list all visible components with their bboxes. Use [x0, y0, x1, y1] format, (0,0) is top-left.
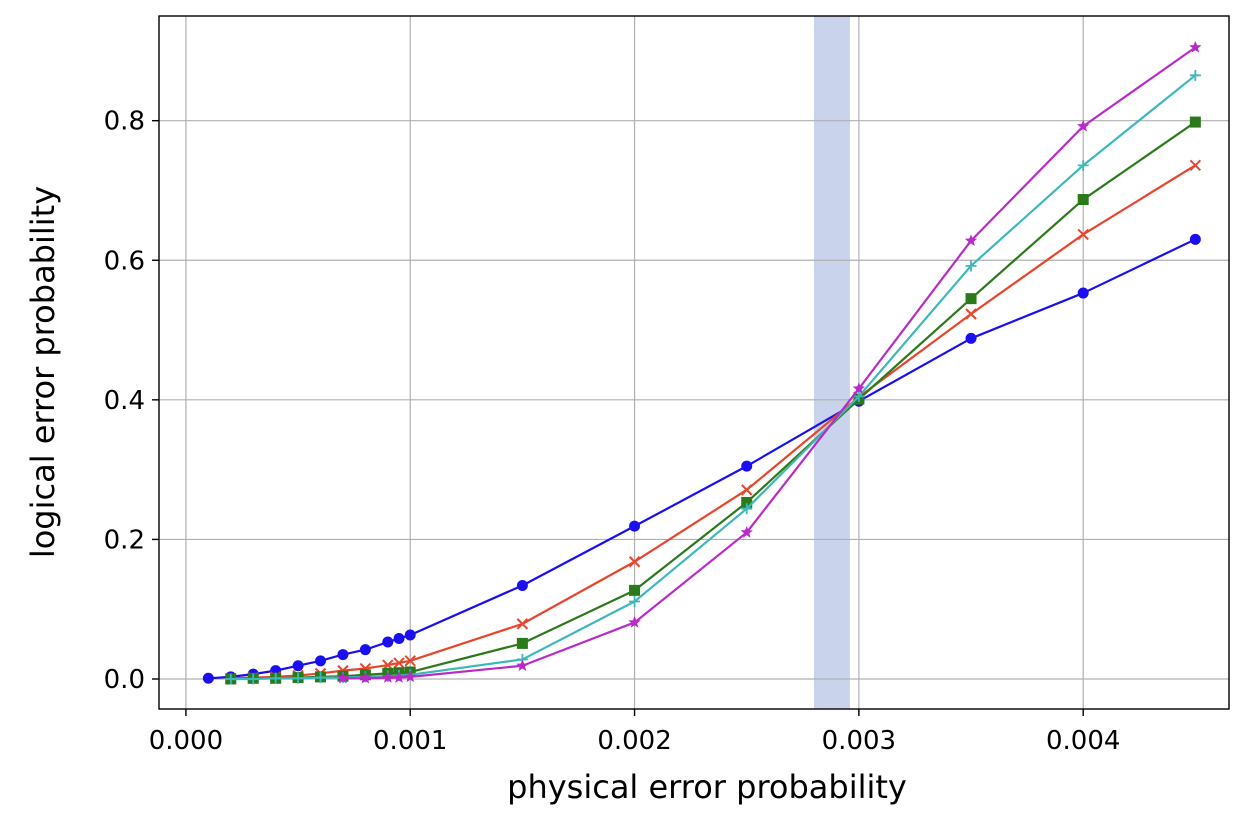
threshold-band-layer [814, 16, 850, 709]
data-point-plus [1189, 69, 1201, 81]
y-axis-ticks: 0.0 0.2 0.4 0.6 0.8 [104, 107, 159, 695]
x-tick-label: 0.003 [822, 726, 896, 756]
x-axis-label: physical error probability [507, 768, 907, 806]
data-point-circle [1189, 233, 1201, 245]
data-point-x [393, 657, 405, 669]
data-point-x [965, 308, 977, 320]
x-tick-label: 0.004 [1046, 726, 1120, 756]
series-3 [225, 116, 1201, 685]
series-2 [225, 159, 1202, 685]
y-tick-label: 0.6 [104, 246, 145, 276]
data-point-plus [741, 503, 753, 515]
data-point-square [741, 496, 753, 508]
data-point-square [629, 584, 641, 596]
data-point-circle [382, 636, 394, 648]
data-point-circle [516, 579, 528, 591]
data-point-plus [270, 672, 282, 684]
y-tick-label: 0.4 [104, 386, 145, 416]
data-point-x [741, 484, 753, 496]
data-point-star [852, 382, 866, 394]
x-tick-label: 0.001 [373, 726, 447, 756]
grid [159, 16, 1229, 709]
threshold-band [814, 16, 850, 709]
plot-frame [158, 15, 1230, 710]
data-point-star [359, 671, 372, 684]
data-point-square [965, 293, 977, 305]
series-1 [202, 233, 1201, 684]
series-4 [225, 69, 1201, 685]
data-point-star [336, 671, 350, 684]
series-5 [336, 40, 1202, 684]
data-point-square [1077, 194, 1089, 206]
data-point-star [404, 670, 417, 683]
y-axis-label: logical error probability [24, 186, 62, 558]
data-point-x [1189, 159, 1202, 172]
series-line [208, 238, 1196, 680]
data-point-square [1189, 116, 1201, 128]
series-layer [202, 40, 1202, 685]
data-point-circle [202, 672, 214, 684]
data-point-square [516, 637, 528, 649]
data-point-circle [629, 520, 641, 532]
data-point-x [1077, 228, 1089, 241]
data-point-star [392, 671, 406, 683]
y-tick-label: 0.2 [104, 525, 145, 555]
data-point-plus [965, 260, 977, 272]
data-point-circle [741, 460, 753, 472]
data-point-plus [315, 672, 327, 684]
data-point-circle [337, 649, 349, 661]
data-point-star [628, 615, 641, 628]
data-point-star [1077, 119, 1090, 132]
data-point-plus [225, 673, 237, 685]
data-point-star [740, 525, 753, 538]
series-line [342, 46, 1196, 680]
data-point-circle [1077, 287, 1089, 299]
data-point-x [628, 556, 641, 568]
series-line [230, 164, 1196, 680]
series-line [230, 121, 1196, 681]
data-point-circle [404, 629, 416, 641]
data-point-x [404, 655, 416, 667]
data-point-plus [292, 672, 304, 684]
y-tick-label: 0.0 [104, 665, 145, 695]
data-point-star [1189, 40, 1202, 53]
data-point-circle [359, 644, 371, 656]
x-tick-label: 0.000 [149, 726, 223, 756]
data-point-plus [853, 390, 865, 402]
data-point-plus [629, 596, 641, 608]
data-point-circle [292, 660, 304, 672]
series-line [230, 74, 1197, 681]
data-point-circle [393, 633, 405, 645]
data-point-plus [247, 673, 259, 685]
x-axis-ticks: 0.000 0.001 0.002 0.003 0.004 [149, 709, 1120, 756]
data-point-circle [965, 332, 977, 344]
data-point-star [516, 659, 529, 671]
data-point-x [516, 618, 529, 630]
y-tick-label: 0.8 [104, 107, 145, 137]
data-point-circle [315, 655, 327, 667]
data-point-plus [1077, 159, 1089, 171]
data-point-star [381, 671, 394, 683]
data-point-star [964, 234, 978, 246]
x-tick-label: 0.002 [597, 726, 671, 756]
